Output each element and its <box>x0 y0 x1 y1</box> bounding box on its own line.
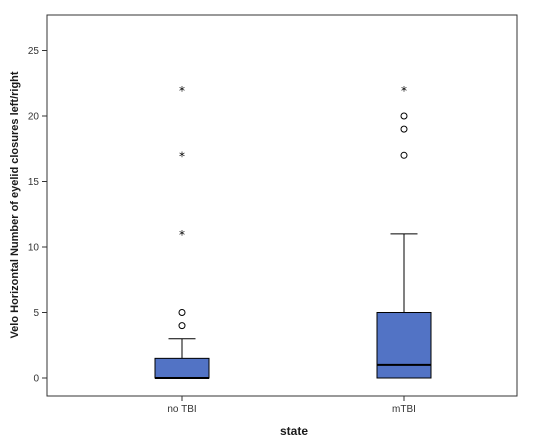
iqr-box <box>154 357 210 379</box>
outlier-point <box>400 125 408 133</box>
y-tick-label: 0 <box>33 374 39 385</box>
boxes-layer: * * * * <box>154 84 432 379</box>
box-group: * * * <box>154 84 210 379</box>
y-tick-label: 20 <box>28 112 40 123</box>
extreme-point: * <box>401 84 407 98</box>
iqr-box <box>376 312 432 379</box>
y-tick-label: 10 <box>28 243 40 254</box>
box-group: * <box>376 84 432 379</box>
x-axis-title: state <box>280 424 308 438</box>
y-axis: 0 5 10 15 20 25 <box>28 46 47 385</box>
extreme-point: * <box>179 228 185 242</box>
outlier-point <box>178 322 186 330</box>
outlier-point <box>178 309 186 316</box>
outlier-point <box>400 151 408 159</box>
x-axis: no TBI mTBI <box>167 396 416 415</box>
x-tick-label: no TBI <box>167 404 196 415</box>
y-tick-label: 5 <box>33 308 39 319</box>
y-tick-label: 25 <box>28 46 40 57</box>
extreme-point: * <box>179 84 185 98</box>
y-axis-title: Velo Horizontal Number of eyelid closure… <box>9 71 21 338</box>
x-tick-label: mTBI <box>392 404 416 415</box>
plot-area-frame <box>46 14 518 397</box>
outlier-point <box>400 112 408 120</box>
y-tick-label: 15 <box>28 177 40 188</box>
extreme-point: * <box>179 149 185 163</box>
